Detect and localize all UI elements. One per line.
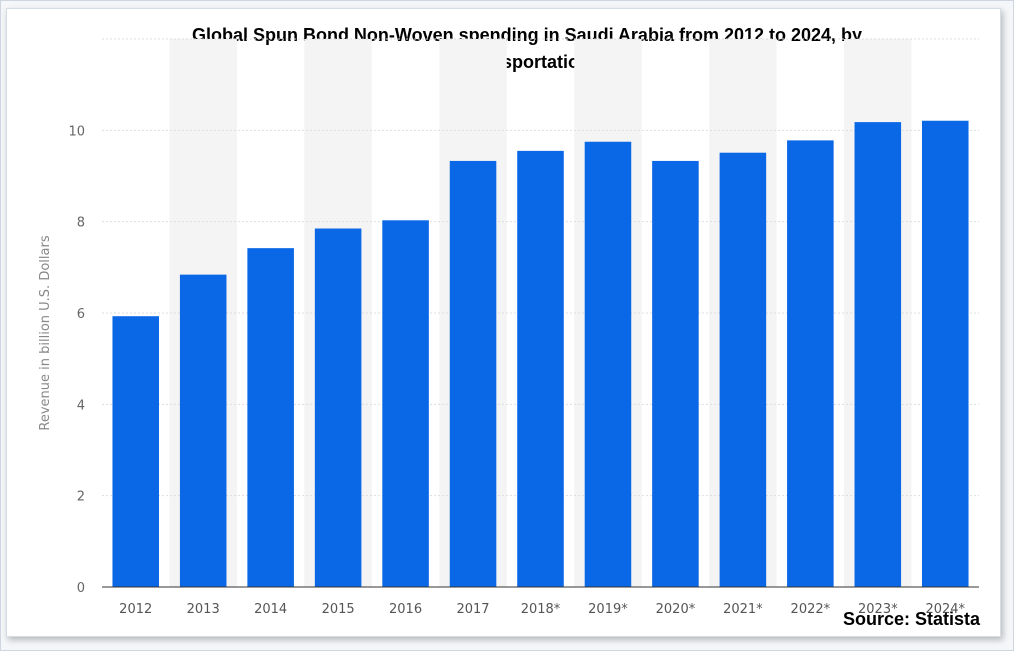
x-tick-label: 2013 — [187, 602, 220, 617]
x-tick-label: 2020* — [656, 602, 696, 617]
x-tick-label: 2017 — [456, 602, 489, 617]
y-tick-label: 8 — [77, 216, 85, 231]
bar-2020 — [652, 160, 699, 587]
x-tick-label: 2018* — [521, 602, 561, 617]
x-tick-label: 2021* — [723, 602, 763, 617]
bar-2016 — [382, 220, 429, 587]
y-tick-label: 2 — [77, 490, 85, 505]
source-label: Source: Statista — [842, 609, 980, 629]
y-tick-label: 4 — [77, 398, 85, 413]
x-tick-label: 2016 — [389, 602, 422, 617]
y-tick-label: 6 — [77, 307, 85, 322]
bar-2017 — [449, 160, 497, 587]
bar-2012 — [112, 316, 160, 587]
chart-card: Global Spun Bond Non-Woven spending in S… — [6, 8, 1001, 637]
y-tick-label: 0 — [77, 581, 85, 596]
bar-2022 — [787, 140, 834, 587]
bar-chart: 0 2 4 6 8 10 2012 2013 2014 2015 2016 2017 2018* 2019… — [38, 38, 979, 617]
y-axis-title: Revenue in billion U.S. Dollars — [38, 235, 53, 430]
x-tick-label: 2014 — [254, 602, 287, 617]
bar-2018 — [517, 150, 564, 587]
x-tick-label: 2019* — [588, 602, 628, 617]
x-tick-label: 2022* — [791, 602, 831, 617]
y-tick-label: 10 — [68, 124, 85, 139]
x-tick-label: 2023* — [858, 602, 898, 617]
bar-2014 — [247, 248, 294, 588]
x-tick-label: 2012 — [119, 602, 152, 617]
bar-2013 — [179, 274, 227, 587]
bar-2021 — [719, 152, 767, 587]
bar-2015 — [314, 228, 362, 587]
bar-2024 — [921, 120, 969, 587]
x-tick-label: 2024* — [925, 602, 965, 617]
bar-2019 — [584, 141, 632, 587]
x-tick-label: 2015 — [322, 602, 355, 617]
bar-2023 — [854, 122, 902, 587]
